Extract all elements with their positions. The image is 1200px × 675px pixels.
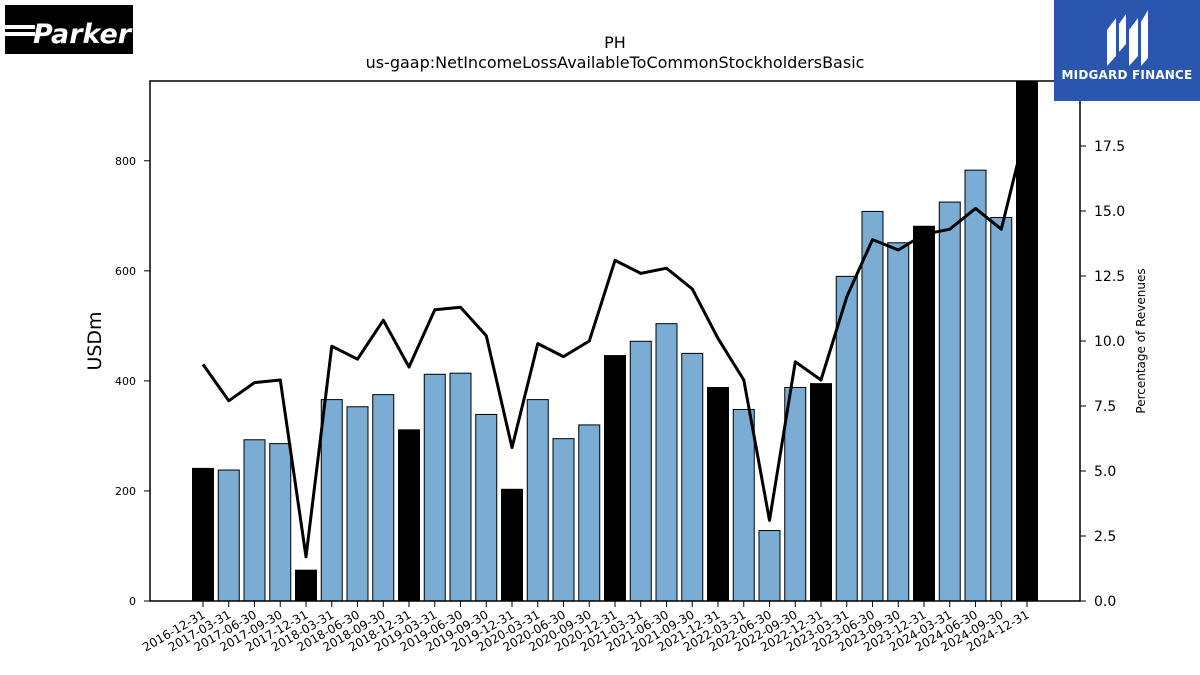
- y-tick-label: 600: [115, 265, 136, 278]
- bar-2021-06-30: [655, 323, 678, 602]
- bar-2019-03-31: [423, 373, 446, 602]
- y-tick-label: 800: [115, 155, 136, 168]
- y-tick-label: 400: [115, 375, 136, 388]
- bar-2023-06-30: [861, 210, 884, 602]
- bar-2018-06-30: [346, 406, 369, 602]
- parker-logo-mark: Parker: [5, 19, 133, 50]
- line-group: [201, 124, 1029, 559]
- chart-title: PH: [604, 33, 626, 52]
- y2-tick-label: 5.0: [1094, 464, 1116, 480]
- bar-2018-03-31: [320, 399, 343, 602]
- y2-tick-label: 0.0: [1094, 594, 1116, 610]
- bar-2020-03-31: [526, 399, 549, 602]
- chart-subtitle: us-gaap:NetIncomeLossAvailableToCommonSt…: [366, 53, 865, 72]
- bar-2019-06-30: [449, 372, 472, 602]
- bar-2022-03-31: [732, 409, 755, 602]
- bar-2024-03-31: [938, 201, 961, 602]
- bar-2018-09-30: [372, 394, 395, 602]
- y2-tick-label: 17.5: [1094, 139, 1125, 155]
- bar-group: [192, 80, 1038, 602]
- percentage-line: [201, 124, 1029, 559]
- bar-2020-06-30: [552, 438, 575, 602]
- bar-2024-09-30: [990, 216, 1013, 602]
- y-tick-label: 0: [129, 595, 136, 608]
- y2-axis-label: Percentage of Revenues: [1134, 268, 1148, 413]
- y2-tick-label: 10.0: [1094, 334, 1125, 350]
- x-axis-ticks: 2016-12-312017-03-312017-06-302017-09-30…: [140, 601, 1032, 654]
- midgard-logo-mark: [1107, 10, 1148, 66]
- bar-2021-03-31: [629, 340, 652, 602]
- y2-tick-label: 7.5: [1094, 399, 1116, 415]
- y2-axis-ticks: 0.0 2.5 5.0 7.5 10.0 12.5 15.0 17.5: [1080, 139, 1125, 610]
- bar-2022-09-30: [784, 386, 807, 602]
- midgard-wordmark: MIDGARD FINANCE: [1061, 68, 1193, 82]
- bar-2023-09-30: [887, 242, 910, 602]
- bar-2021-09-30: [681, 352, 704, 602]
- bar-2021-12-31: [707, 386, 729, 602]
- y-axis-ticks: 0 200 400 600 800: [115, 155, 150, 608]
- midgard-finance-logo: MIDGARD FINANCE: [1054, 0, 1200, 101]
- bar-2023-12-31: [913, 225, 935, 602]
- y-axis-label: USDm: [84, 311, 106, 370]
- y2-tick-label: 15.0: [1094, 204, 1125, 220]
- bar-2020-09-30: [578, 424, 601, 602]
- bar-2022-12-31: [810, 383, 832, 602]
- bar-2016-12-31: [192, 467, 214, 602]
- bar-2017-12-31: [295, 569, 317, 602]
- bar-2017-06-30: [243, 439, 266, 602]
- bar-2018-12-31: [398, 429, 420, 602]
- y2-tick-label: 2.5: [1094, 529, 1116, 545]
- bar-2019-09-30: [475, 413, 498, 602]
- bar-2017-09-30: [269, 443, 292, 602]
- parker-logo: Parker: [5, 5, 133, 54]
- bar-2022-06-30: [758, 530, 781, 602]
- bar-2019-12-31: [501, 488, 523, 602]
- y-tick-label: 200: [115, 485, 136, 498]
- bar-2017-03-31: [217, 469, 240, 602]
- bar-2024-06-30: [964, 169, 987, 602]
- parker-wordmark: Parker: [33, 19, 133, 50]
- bar-2020-12-31: [604, 355, 626, 602]
- y2-tick-label: 12.5: [1094, 269, 1125, 285]
